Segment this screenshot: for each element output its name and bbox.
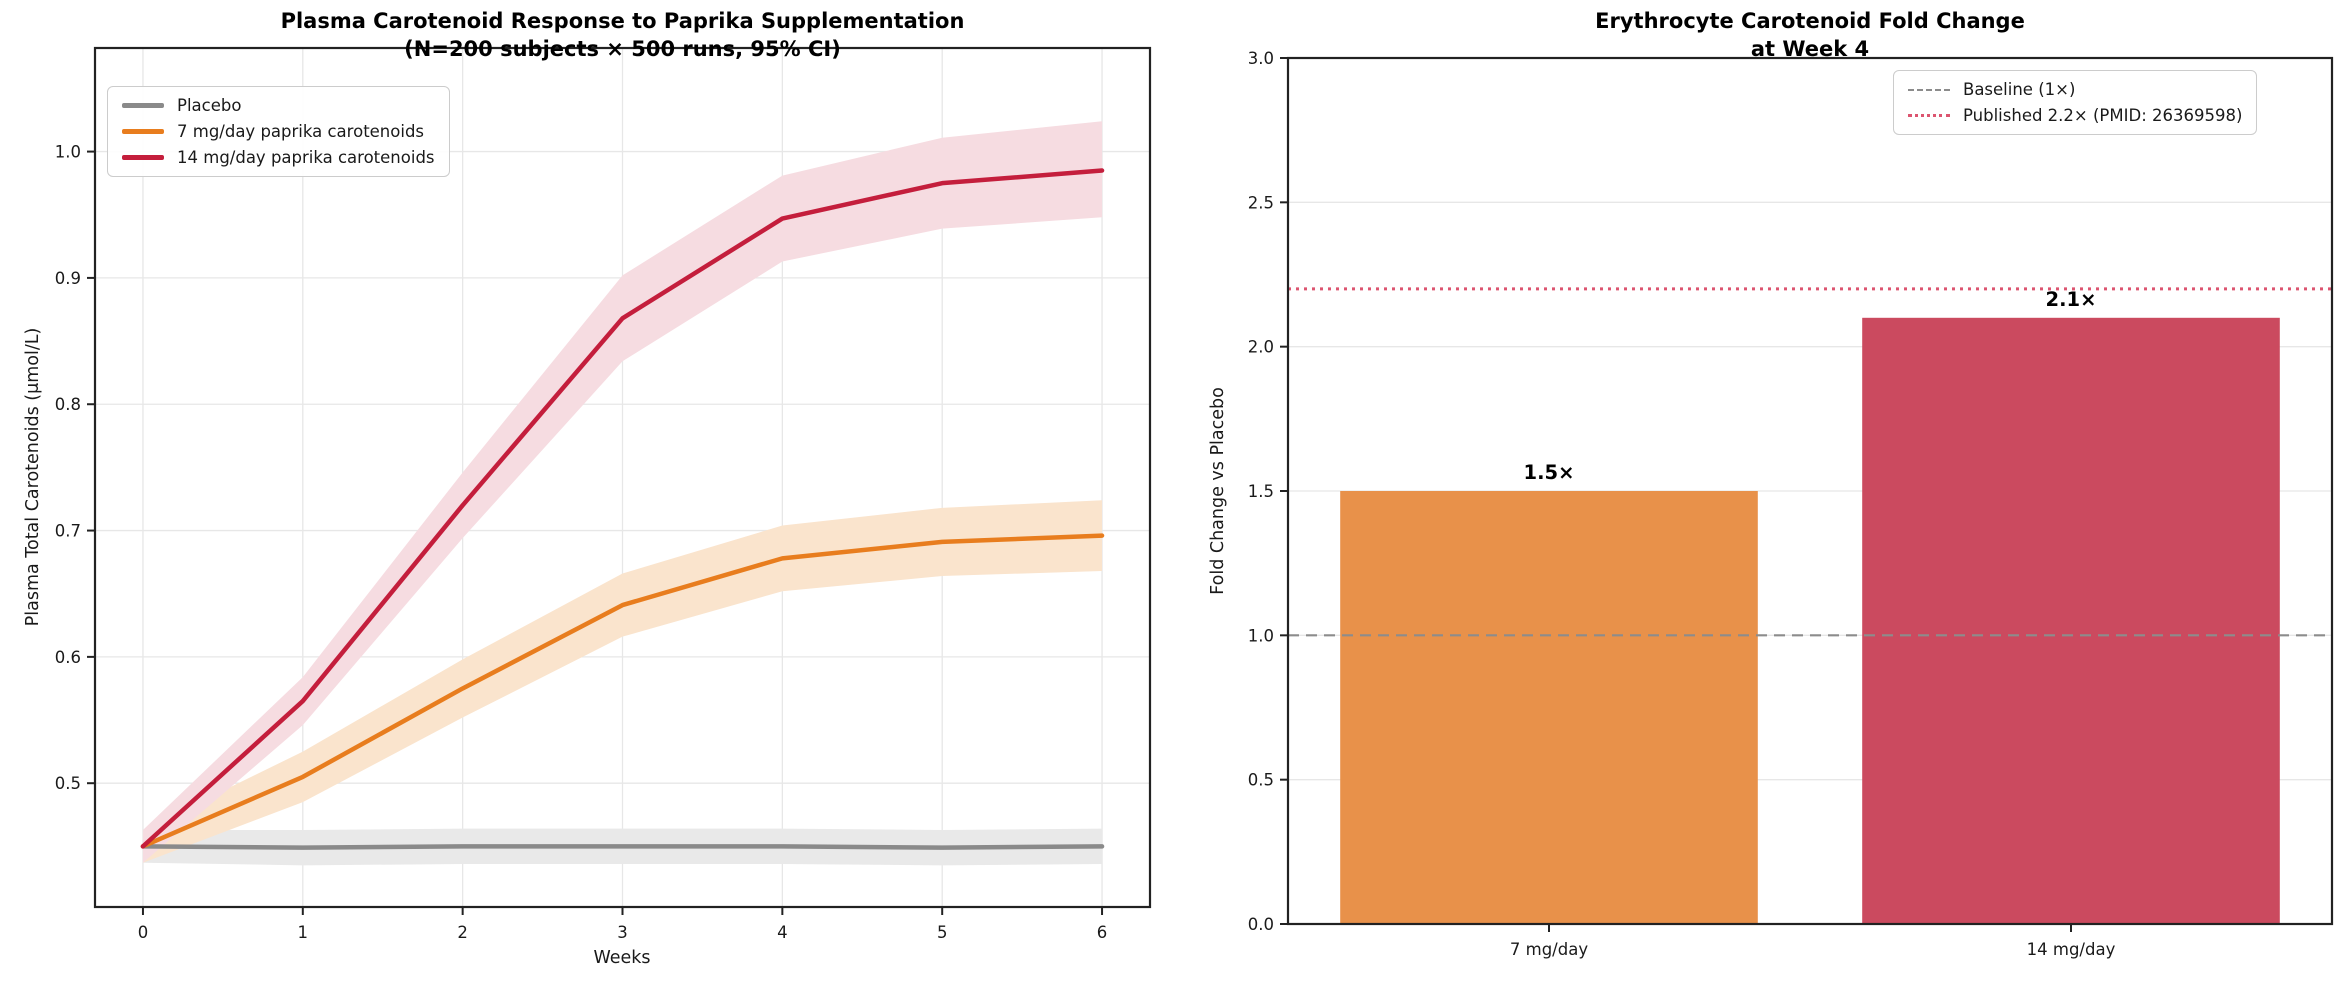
y-tick-label: 0.0: [1248, 915, 1274, 934]
bar-14mgday: [1862, 317, 2280, 924]
bar-value-label: 1.5×: [1524, 461, 1575, 484]
placebo-line-swatch-icon: [122, 103, 164, 108]
ci-band: [142, 121, 1103, 863]
y-tick-label: 3.0: [1248, 49, 1274, 68]
legend-label: 14 mg/day paprika carotenoids: [177, 148, 435, 167]
y-tick-label: 0.7: [55, 522, 81, 541]
y-tick-label: 0.6: [55, 648, 81, 667]
x-tick-label: 7 mg/day: [1510, 940, 1588, 959]
dose14-line-swatch-icon: [122, 155, 164, 160]
ci-band: [142, 500, 1103, 863]
y-tick-label: 2.5: [1248, 193, 1274, 212]
bar-chart-y-axis-label: Fold Change vs Placebo: [1208, 387, 1228, 595]
legend-item-placebo: Placebo: [122, 96, 435, 115]
y-tick-label: 0.9: [55, 269, 81, 288]
bar-value-label: 2.1×: [2046, 288, 2097, 311]
x-tick-label: 0: [138, 923, 149, 942]
bar-chart-plot: 1.5× 2.1× 0.0 0.5 1.0 1.5 2.0 2.5 3.0 7 mg/day 14 …: [1248, 49, 2334, 959]
series-line: [140, 844, 1105, 850]
x-tick-label: 6: [1097, 923, 1108, 942]
series-line: [140, 168, 1105, 849]
y-tick-label: 0.5: [1248, 771, 1274, 790]
legend-item-7mg: 7 mg/day paprika carotenoids: [122, 122, 435, 141]
legend-label: Baseline (1×): [1963, 80, 2076, 99]
x-tick-label: 3: [617, 923, 628, 942]
y-tick-label: 0.8: [55, 395, 81, 414]
legend-label: Published 2.2× (PMID: 26369598): [1963, 106, 2243, 125]
published-dotted-swatch-icon: [1908, 114, 1950, 117]
line-chart-x-axis-label: Weeks: [593, 948, 651, 968]
legend-item-published: Published 2.2× (PMID: 26369598): [1908, 106, 2242, 125]
legend-item-baseline: Baseline (1×): [1908, 80, 2242, 99]
legend-item-14mg: 14 mg/day paprika carotenoids: [122, 148, 435, 167]
bar-chart-title: Erythrocyte Carotenoid Fold Change at We…: [1288, 7, 2332, 63]
bar-7mgday: [1340, 491, 1758, 924]
line-chart-title-line1: Plasma Carotenoid Response to Paprika Su…: [280, 9, 965, 33]
y-tick-label: 1.0: [55, 143, 81, 162]
y-tick-label: 2.0: [1248, 338, 1274, 357]
bar-chart-title-line1: Erythrocyte Carotenoid Fold Change: [1595, 9, 2025, 33]
line-chart-title: Plasma Carotenoid Response to Paprika Su…: [95, 7, 1150, 63]
series-line: [140, 533, 1105, 849]
line-chart-y-axis-label: Plasma Total Carotenoids (μmol/L): [23, 327, 43, 627]
bar-chart-legend: Baseline (1×) Published 2.2× (PMID: 2636…: [1893, 70, 2258, 135]
x-tick-label: 2: [457, 923, 468, 942]
x-tick-label: 4: [777, 923, 788, 942]
dose7-line-swatch-icon: [122, 129, 164, 134]
legend-label: Placebo: [177, 96, 242, 115]
y-tick-label: 1.5: [1248, 482, 1274, 501]
x-tick-label: 1: [298, 923, 309, 942]
legend-label: 7 mg/day paprika carotenoids: [177, 122, 425, 141]
line-chart-title-line2: (N=200 subjects × 500 runs, 95% CI): [404, 37, 841, 61]
bar-chart-title-line2: at Week 4: [1750, 37, 1870, 61]
y-tick-label: 0.5: [55, 774, 81, 793]
x-tick-label: 5: [937, 923, 948, 942]
y-tick-label: 1.0: [1248, 626, 1274, 645]
baseline-dashed-swatch-icon: [1908, 88, 1950, 91]
x-tick-label: 14 mg/day: [2027, 940, 2116, 959]
line-chart-legend: Placebo 7 mg/day paprika carotenoids 14 …: [107, 86, 450, 177]
